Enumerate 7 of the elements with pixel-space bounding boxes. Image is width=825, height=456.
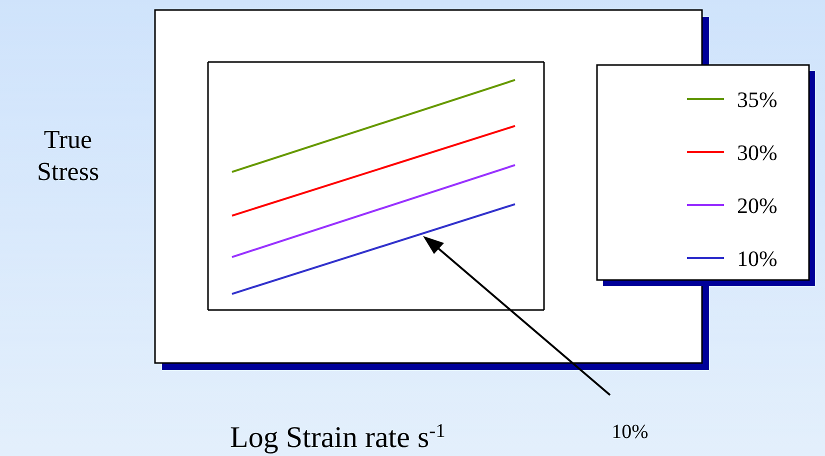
legend-label: 30%	[737, 140, 778, 165]
legend-label: 20%	[737, 193, 778, 218]
text: Log Strain rate s$^{-1}$	[230, 420, 446, 454]
legend-label: 35%	[737, 87, 778, 112]
text: 10%	[612, 421, 648, 443]
legend-label: 10%	[737, 246, 778, 271]
annotation: True Stress	[36, 125, 100, 186]
